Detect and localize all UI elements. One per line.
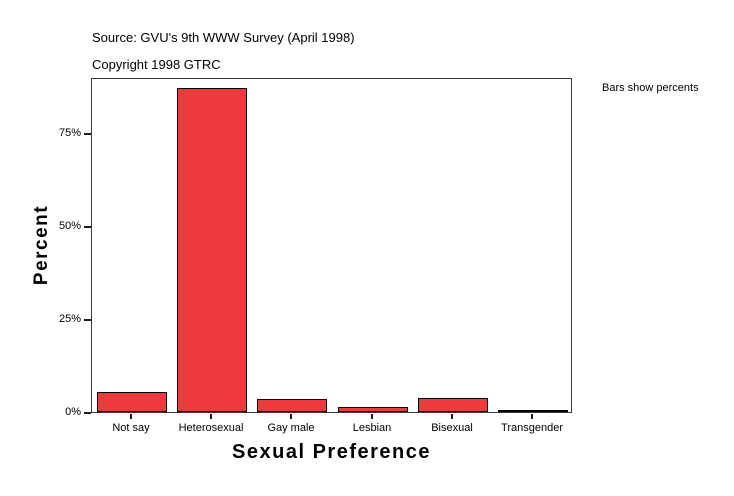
x-tick-mark [371, 414, 373, 419]
bar-transgender [498, 410, 568, 412]
x-tick-mark [531, 414, 533, 419]
bar-heterosexual [177, 88, 247, 412]
x-tick-mark [451, 414, 453, 419]
x-tick-label: Bisexual [431, 422, 473, 434]
x-tick-mark [210, 414, 212, 419]
x-tick-label: Not say [112, 422, 150, 434]
y-tick-mark [84, 319, 91, 321]
y-tick-mark [84, 133, 91, 135]
chart-source-text: Source: GVU's 9th WWW Survey (April 1998… [92, 30, 355, 45]
y-tick-label: 25% [58, 313, 81, 325]
x-tick-label: Gay male [267, 422, 315, 434]
y-axis-title: Percent [31, 204, 52, 286]
x-tick-mark [290, 414, 292, 419]
bar-gay-male [257, 399, 327, 412]
y-tick-label: 75% [58, 127, 81, 139]
bar-not-say [97, 392, 167, 412]
y-tick-label: 50% [58, 220, 81, 232]
y-tick-mark [84, 226, 91, 228]
x-tick-label: Transgender [501, 422, 563, 434]
x-tick-label: Heterosexual [178, 422, 244, 434]
x-tick-mark [130, 414, 132, 419]
x-tick-label: Lesbian [352, 422, 392, 434]
bars-show-percents-note: Bars show percents [602, 82, 699, 94]
bar-bisexual [418, 398, 488, 412]
bar-lesbian [338, 407, 408, 412]
y-tick-label: 0% [65, 406, 81, 418]
y-tick-mark [84, 412, 91, 414]
x-axis-title: Sexual Preference [232, 441, 431, 463]
plot-area [91, 78, 572, 413]
chart-copyright-text: Copyright 1998 GTRC [92, 57, 221, 72]
